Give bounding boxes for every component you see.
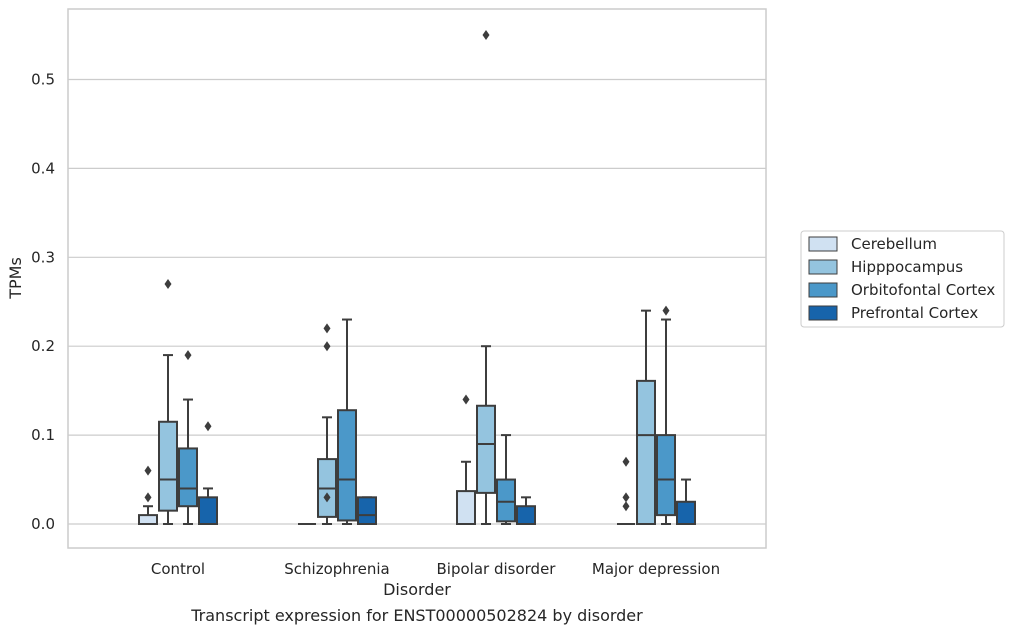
outlier-point (482, 30, 490, 41)
y-tick-label: 0.5 (31, 71, 55, 89)
legend-swatch (808, 282, 838, 298)
box-group (158, 278, 178, 525)
box-group (138, 465, 158, 525)
box-group (456, 394, 476, 525)
box (337, 409, 357, 522)
box-group (636, 309, 656, 525)
box (456, 490, 476, 525)
box-group (516, 496, 536, 526)
box-group (676, 478, 696, 525)
outlier-point (462, 394, 470, 405)
x-axis-title: Disorder (383, 580, 451, 599)
outlier-point (622, 456, 630, 467)
legend: Cerebellum Hipppocampus Orbitofontal Corte… (800, 230, 1005, 328)
x-tick-label: Bipolar disorder (437, 560, 557, 578)
box (178, 447, 198, 508)
plot-frame (67, 8, 767, 549)
box-group (198, 421, 218, 525)
y-tick-label: 0.0 (31, 515, 55, 533)
y-tick-label: 0.2 (31, 337, 55, 355)
box (636, 379, 656, 525)
chart-caption: Transcript expression for ENST0000050282… (190, 606, 643, 625)
x-tick-label: Major depression (592, 560, 720, 578)
box-plot-series (138, 30, 696, 526)
legend-label: Cerebellum (851, 235, 937, 253)
outlier-point (144, 465, 152, 476)
box (476, 404, 496, 494)
x-tick-label: Control (151, 560, 205, 578)
box (357, 496, 377, 525)
outlier-point (323, 323, 331, 334)
box-group (337, 318, 357, 525)
outlier-point (323, 492, 331, 503)
box-group (476, 30, 496, 525)
legend-swatch (808, 305, 838, 321)
legend-frame (800, 230, 1005, 328)
outlier-point (622, 501, 630, 512)
outlier-point (323, 341, 331, 352)
box-group (496, 434, 516, 525)
outlier-point (144, 492, 152, 503)
box-group (178, 350, 198, 525)
box-group (357, 496, 377, 525)
outlier-point (164, 278, 172, 289)
y-axis-title: TPMs (6, 257, 25, 300)
outlier-point (204, 421, 212, 432)
box (496, 478, 516, 523)
box (656, 434, 676, 517)
outlier-point (622, 492, 630, 503)
x-axis-ticks: Control Schizophrenia Bipolar disorder Majo… (151, 560, 720, 578)
box (138, 514, 158, 525)
box-group (656, 305, 676, 525)
box (676, 500, 696, 525)
y-tick-label: 0.4 (31, 159, 55, 177)
y-tick-label: 0.3 (31, 248, 55, 266)
legend-swatch (808, 259, 838, 275)
x-tick-label: Schizophrenia (284, 560, 389, 578)
y-tick-label: 0.1 (31, 426, 55, 444)
y-axis-ticks: 0.0 0.1 0.2 0.3 0.4 0.5 (31, 71, 55, 534)
legend-label: Orbitofontal Cortex (851, 281, 995, 299)
box-group (317, 323, 337, 525)
box (158, 420, 178, 512)
legend-label: Prefrontal Cortex (851, 304, 978, 322)
legend-swatch (808, 236, 838, 252)
box-group (617, 456, 635, 525)
box (198, 496, 218, 525)
box (516, 505, 536, 526)
outlier-point (662, 305, 670, 316)
outlier-point (184, 350, 192, 361)
legend-label: Hipppocampus (851, 258, 963, 276)
